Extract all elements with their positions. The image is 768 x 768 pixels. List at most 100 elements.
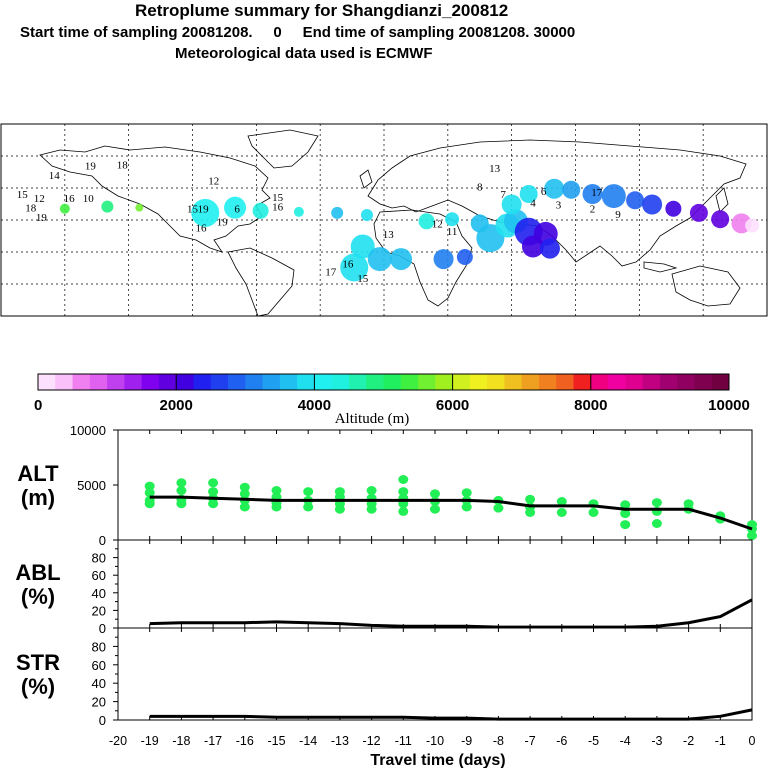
y-tick-label: 0 [99,621,106,636]
altitude-point [747,531,757,541]
plume-day-label: 2 [590,204,596,216]
altitude-point [430,504,440,514]
altitude-point [176,486,187,495]
colorbar-swatch [279,374,298,390]
altitude-point [398,487,409,497]
colorbar-swatch [141,374,160,390]
y-tick-label: 10000 [70,423,106,438]
colorbar-swatch [711,374,730,390]
colorbar-label: Altitude (m) [335,411,410,427]
x-tick-label: -10 [426,734,444,748]
colorbar-swatch [435,374,454,390]
altitude-point [239,502,250,512]
colorbar-tick-label: 10000 [708,397,750,414]
plume-puff [390,248,413,271]
plume-puff [601,184,626,209]
colorbar-swatch [210,374,229,390]
y-tick-label: 0 [99,713,106,728]
colorbar-swatch [193,374,212,390]
y-tick-label: 40 [92,586,106,601]
chart-title: Retroplume summary for Shangdianzi_20081… [135,1,509,20]
altitude-point [303,502,314,512]
altitude-point [651,498,662,508]
altitude-point [398,475,409,484]
plume-puff [135,203,144,212]
plume-puff [456,249,473,265]
plume-day-label: 4 [530,197,536,209]
x-tick-label: -18 [172,734,190,748]
alt-panel: 0 5000 10000 ALT(m) [17,423,757,548]
plume-puff [418,213,435,230]
x-tick-label: -20 [109,734,127,748]
colorbar-swatch [677,374,695,390]
str-panel: 0 20 40 60 80 STR(%) [16,627,753,728]
colorbar-swatch [521,374,540,390]
colorbar-swatch [469,374,488,390]
altitude-point [398,506,409,516]
colorbar-swatch [452,374,471,390]
plume-day-label: 7 [500,189,506,201]
altitude-point [366,486,377,495]
y-axis-label: (m) [21,485,55,510]
altitude-point [239,482,250,492]
coast-australia [671,265,741,307]
plume-puff [689,203,708,222]
plume-puff [562,180,581,199]
x-tick-label: -19 [141,734,159,748]
altitude-point [588,508,599,517]
y-axis-label: STR [16,650,60,675]
colorbar-swatch [366,374,384,390]
plume-day-label: 15 [357,273,369,285]
plume-day-label: 16 [272,202,284,214]
altitude-point [239,489,250,499]
coast-north-america [39,145,271,253]
plume-puff [544,178,565,199]
altitude-point [144,488,155,498]
colorbar-swatch [245,374,264,390]
plume-day-label: 13 [489,163,501,175]
colorbar-swatch [694,374,713,390]
x-tick-label: -1 [715,734,726,748]
colorbar-swatch [504,374,523,390]
colorbar-swatch [608,374,626,390]
altitude-point [620,500,631,510]
altitude-point [556,497,567,506]
x-tick-label: -2 [683,734,694,748]
alt-median-line [149,495,753,531]
plume-puff [433,249,454,270]
plume-day-label: 19 [36,212,48,224]
x-tick-label: -14 [299,734,317,748]
plume-day-label: 19 [217,216,229,228]
x-axis-label: Travel time (days) [370,752,505,768]
colorbar-swatch [176,374,194,390]
plume-day-label: 15 [17,189,29,201]
x-tick-label: -16 [236,734,254,748]
plume-puff [470,214,489,233]
y-tick-label: 80 [92,551,106,566]
colorbar-swatch [331,374,350,390]
altitude-point [366,504,377,514]
plume-puff [665,200,682,217]
coast-south-america [227,247,295,317]
plume-day-label: 14 [49,170,61,182]
altitude-colorbar: 0 2000 4000 6000 8000 10000 Altitude (m) [34,373,750,427]
altitude-point [461,502,472,512]
altitude-point [208,487,219,497]
altitude-point [271,502,282,512]
altitude-point [525,508,536,517]
altitude-point [271,486,282,495]
y-axis-label: ABL [15,560,60,585]
plume-puff [293,206,304,217]
y-tick-label: 0 [99,533,106,548]
x-tick-label: -12 [363,734,381,748]
x-tick-label: -11 [395,734,412,748]
y-tick-label: 60 [92,568,106,583]
colorbar-swatch [642,374,661,390]
plume-day-label: 10 [83,193,95,205]
plume-puff [582,184,603,204]
colorbar-swatch [107,374,125,390]
colorbar-swatch [124,374,143,390]
colorbar-swatch [573,374,592,390]
plume-day-label: 6 [541,186,547,198]
plume-puff [101,200,114,213]
